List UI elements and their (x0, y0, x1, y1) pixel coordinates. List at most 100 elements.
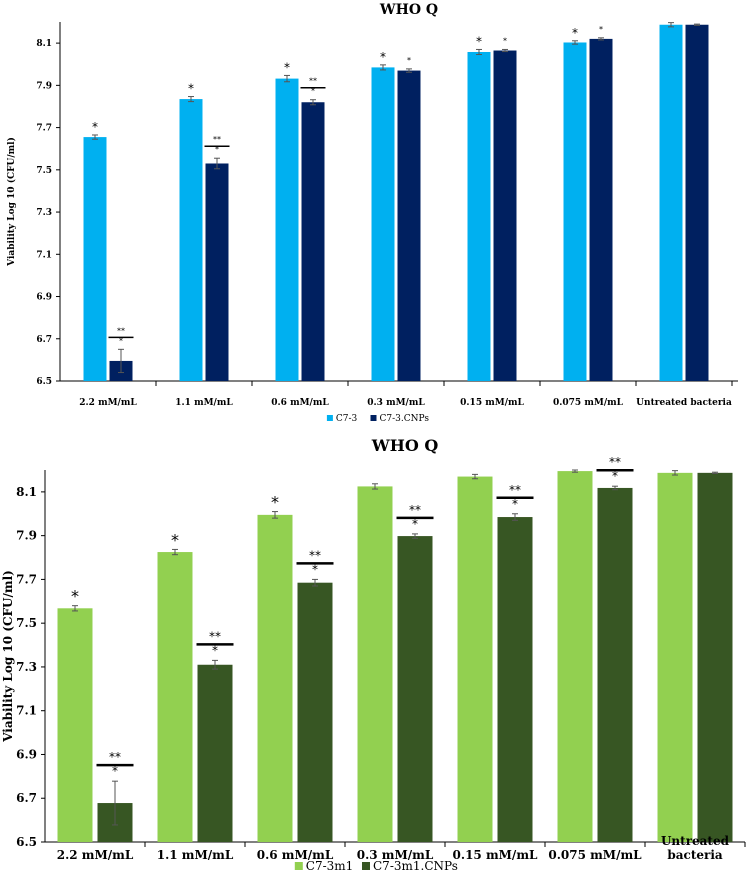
chart2-x-tick-label: bacteria (667, 848, 723, 862)
chart1-legend-swatch (326, 415, 333, 421)
chart1-y-tick-label: 7.5 (36, 166, 52, 176)
chart2-sig-star: * (512, 497, 518, 511)
chart2-bar (497, 517, 533, 842)
chart1-bar (467, 51, 491, 381)
chart2-y-tick-label: 6.5 (16, 835, 37, 849)
chart1-bar (659, 24, 683, 381)
chart2-sig-star: * (212, 643, 218, 657)
chart1-sig-star: * (380, 50, 386, 64)
chart1-title: WHO Q (379, 2, 438, 18)
chart1-bar (493, 50, 517, 382)
chart2-x-tick-label: 0.075 mM/mL (548, 848, 642, 862)
chart2-bar (557, 471, 593, 842)
chart2-legend-swatch (362, 862, 370, 870)
chart1-y-tick-label: 6.7 (36, 335, 52, 345)
chart1-sig-star: * (215, 145, 219, 154)
chart1-sig-star: * (572, 26, 578, 40)
chart2-bar (357, 486, 393, 842)
chart2-sig-star: * (171, 530, 179, 549)
chart1-sig-star: * (476, 34, 482, 48)
chart1-y-tick-label: 6.5 (36, 377, 52, 387)
chart2-sig-double-star: ** (609, 455, 621, 469)
chart2-x-tick-label: Untreated (661, 834, 730, 848)
chart1-bar (397, 70, 421, 381)
chart1-sig-star: * (599, 25, 603, 34)
chart2-bar (597, 487, 633, 842)
chart1-bar (563, 42, 587, 381)
chart2-legend-label: C7-3m1 (306, 859, 354, 873)
chart1-bar (275, 78, 299, 382)
chart1-sig-double-star: ** (213, 135, 221, 144)
chart1-sig-double-star: ** (309, 77, 317, 86)
chart1-x-tick-label: 0.075 mM/mL (553, 398, 624, 408)
chart2-y-tick-label: 8.1 (16, 485, 37, 499)
chart1-sig-double-star: ** (117, 326, 125, 335)
chart2-x-tick-label: 1.1 mM/mL (157, 848, 234, 862)
chart2-bar (397, 536, 433, 842)
chart2-sig-star: * (271, 493, 279, 512)
chart1-sig-star: * (119, 336, 123, 345)
chart1-y-tick-label: 8.1 (36, 39, 52, 49)
chart1-x-tick-label: 0.6 mM/mL (271, 398, 329, 408)
chart1-x-tick-label: Untreated bacteria (636, 398, 732, 408)
chart1-sig-star: * (188, 82, 194, 96)
chart2-y-tick-label: 7.5 (16, 616, 37, 630)
chart2-sig-star: * (312, 562, 318, 576)
chart2-sig-double-star: ** (309, 548, 321, 562)
chart2-y-tick-label: 6.7 (16, 791, 37, 805)
chart2-sig-star: * (412, 517, 418, 531)
chart1-sig-star: * (503, 36, 507, 45)
chart2-y-tick-label: 7.1 (16, 704, 37, 718)
chart2-x-tick-label: 0.6 mM/mL (257, 848, 334, 862)
chart1-bar (179, 99, 203, 382)
chart2-bar (157, 552, 193, 842)
chart1-sig-star: * (284, 60, 290, 74)
chart1-x-tick-label: 1.1 mM/mL (175, 398, 233, 408)
chart2-bar (297, 582, 333, 842)
chart1-y-tick-label: 7.1 (36, 250, 52, 260)
chart2-bar (57, 608, 93, 842)
chart2-sig-star: * (112, 764, 118, 778)
chart1-sig-star: * (92, 120, 98, 134)
chart1-y-tick-label: 7.3 (36, 208, 52, 218)
chart1-legend-label: C7-3 (336, 414, 358, 424)
chart1-x-tick-label: 2.2 mM/mL (79, 398, 137, 408)
chart2-bar (197, 664, 233, 842)
chart1-bar (83, 137, 107, 381)
chart1-y-tick-label: 7.7 (36, 124, 52, 134)
chart1-bar (589, 38, 613, 382)
chart2-sig-double-star: ** (509, 483, 521, 497)
chart2-sig-double-star: ** (409, 503, 421, 517)
chart2-y-axis-label: Viability Log 10 (CFU/ml) (1, 570, 15, 743)
chart1-x-tick-label: 0.15 mM/mL (460, 398, 524, 408)
chart2-y-tick-label: 7.9 (16, 529, 37, 543)
chart2-sig-star: * (612, 469, 618, 483)
chart2-y-tick-label: 7.3 (16, 660, 37, 674)
chart1-bar (205, 163, 229, 381)
chart2-title: WHO Q (371, 436, 439, 455)
chart1-legend-label: C7-3.CNPs (380, 414, 430, 424)
chart1-y-tick-label: 7.9 (36, 81, 52, 91)
chart2-x-tick-label: 0.15 mM/mL (453, 848, 538, 862)
chart1-sig-star: * (407, 56, 411, 65)
chart2-bar (697, 472, 733, 842)
chart2-sig-star: * (71, 587, 79, 606)
chart2-sig-double-star: ** (209, 629, 221, 643)
chart2-bar (657, 472, 693, 842)
chart1-bar (685, 24, 709, 381)
chart2-legend-label: C7-3m1.CNPs (373, 859, 458, 873)
chart2-legend-swatch (294, 862, 303, 870)
chart1-bar (301, 102, 325, 381)
chart1-sig-star: * (311, 87, 315, 96)
chart2-sig-double-star: ** (109, 750, 121, 764)
chart2-bar (257, 514, 293, 842)
chart2-x-tick-label: 2.2 mM/mL (57, 848, 134, 862)
chart2-y-tick-label: 7.7 (16, 572, 37, 586)
chart2-y-tick-label: 6.9 (16, 747, 37, 761)
chart2-bar (457, 476, 493, 842)
chart1-legend-swatch (370, 415, 377, 421)
chart1-y-tick-label: 6.9 (36, 293, 52, 303)
chart2-x-tick-label: 0.3 mM/mL (357, 848, 434, 862)
chart1-bar (371, 67, 395, 381)
